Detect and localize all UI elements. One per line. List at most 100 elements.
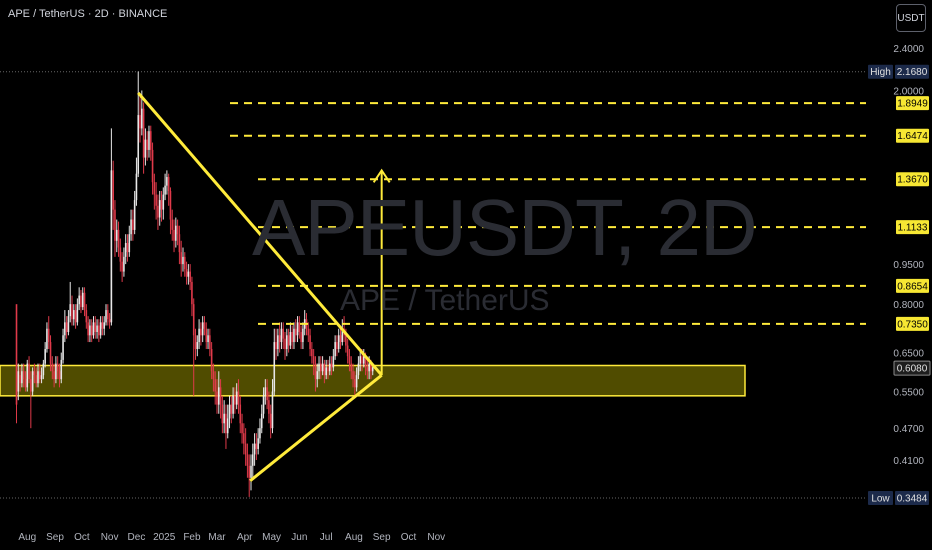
candle — [22, 371, 25, 380]
price-tick-label: 0.9500 — [893, 260, 924, 271]
candle — [62, 335, 64, 360]
candle — [337, 335, 340, 350]
level-label: 1.6474 — [897, 131, 928, 142]
candle — [255, 443, 258, 449]
candle — [332, 356, 335, 368]
level-label: 0.8654 — [897, 281, 928, 292]
candle — [355, 375, 358, 388]
candle — [203, 322, 206, 329]
candle — [251, 454, 254, 466]
current-price-label: 0.6080 — [897, 364, 928, 375]
candle — [237, 391, 240, 405]
candles — [15, 71, 374, 497]
candle — [259, 428, 261, 439]
candle — [115, 229, 118, 241]
candle — [78, 295, 80, 305]
candle — [210, 349, 213, 372]
candle — [209, 335, 211, 350]
time-tick-label: Apr — [237, 532, 253, 543]
candle — [221, 404, 224, 424]
currency-button[interactable]: USDT — [896, 4, 926, 32]
candle — [359, 356, 361, 364]
candle — [166, 177, 168, 186]
high-value: 2.1680 — [897, 67, 928, 78]
candle — [257, 438, 259, 449]
candle — [235, 391, 238, 405]
candle — [30, 379, 32, 392]
candle — [228, 404, 231, 419]
candle — [160, 200, 163, 210]
candle — [198, 328, 200, 343]
candle — [83, 292, 86, 311]
descending-trendline — [137, 91, 383, 377]
candle — [223, 413, 225, 424]
candle — [269, 413, 272, 429]
high-label-bg — [868, 64, 893, 79]
time-tick-label: Mar — [208, 532, 226, 543]
candle — [201, 322, 204, 336]
candle — [149, 131, 152, 150]
candle — [169, 190, 172, 220]
candle — [85, 310, 88, 323]
candle — [345, 335, 347, 346]
candle — [354, 379, 356, 388]
candle — [357, 363, 360, 376]
level-label-bg — [896, 172, 929, 187]
candle — [191, 281, 193, 305]
candle — [133, 200, 136, 230]
candle — [309, 335, 311, 350]
candle — [15, 304, 18, 405]
candle — [253, 443, 256, 455]
candle — [350, 363, 353, 372]
candle — [71, 304, 73, 320]
level-label-bg — [896, 316, 929, 331]
watermark-ticker: APEUSDT, 2D — [252, 183, 758, 272]
time-tick-label: Oct — [74, 532, 90, 543]
candle — [323, 363, 326, 376]
candle — [302, 328, 304, 343]
candle — [124, 242, 127, 257]
candle — [144, 139, 147, 158]
candle — [135, 173, 138, 201]
candle — [171, 219, 174, 230]
candle — [101, 322, 104, 329]
price-tick-label: 0.4100 — [893, 456, 924, 467]
candle — [19, 375, 21, 384]
candle — [130, 219, 132, 235]
candle — [298, 322, 301, 332]
candle — [72, 310, 75, 320]
candle — [368, 363, 370, 372]
candle — [314, 363, 317, 380]
candle — [320, 363, 322, 372]
candle — [92, 322, 95, 336]
candle — [352, 371, 354, 380]
candle — [187, 271, 190, 277]
candle — [371, 367, 374, 372]
candle — [98, 325, 100, 336]
candle — [182, 256, 184, 265]
candle — [183, 256, 186, 270]
candle — [293, 328, 295, 343]
candle — [64, 322, 66, 336]
price-tick-label: 2.0000 — [893, 87, 924, 98]
low-value-bg — [895, 491, 929, 505]
time-tick-label: Sep — [46, 532, 64, 543]
level-label-bg — [896, 278, 929, 293]
candle — [216, 391, 218, 405]
candle — [99, 322, 102, 336]
candle — [330, 363, 333, 368]
candle — [96, 325, 98, 332]
candle — [275, 342, 277, 350]
candle — [282, 328, 285, 339]
candle — [246, 454, 249, 466]
candle — [141, 108, 143, 129]
candle — [280, 328, 283, 343]
candle — [35, 375, 38, 384]
candle — [40, 375, 43, 380]
candle — [234, 395, 236, 405]
candle — [312, 356, 315, 364]
candle — [114, 209, 116, 241]
candle — [262, 395, 265, 414]
candle — [239, 404, 242, 424]
